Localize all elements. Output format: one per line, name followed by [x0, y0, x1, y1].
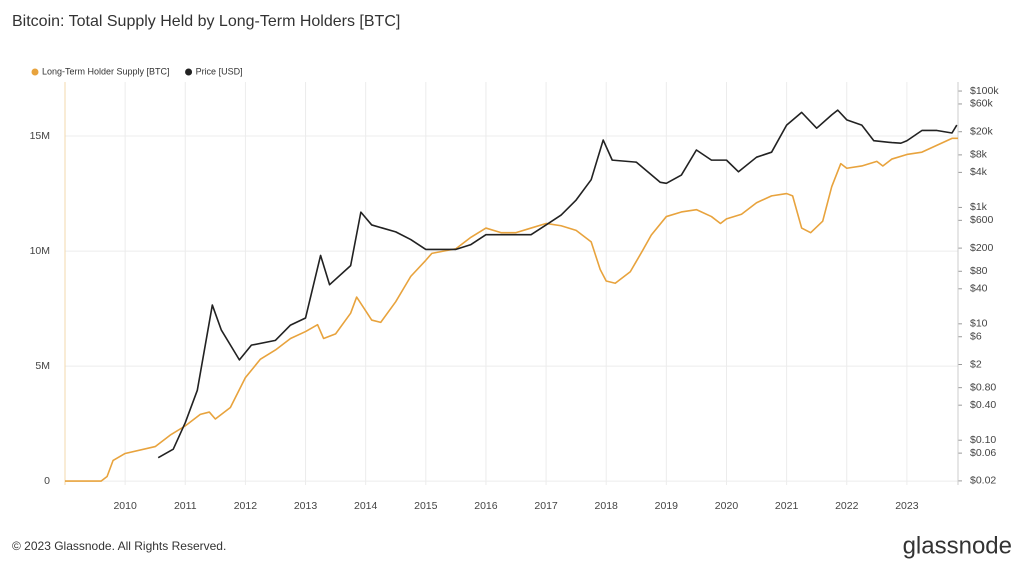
y2-tick-label: $40 [970, 283, 988, 295]
y2-tick-label: $8k [970, 149, 988, 161]
y2-tick-label: $6 [970, 331, 982, 343]
y2-tick-label: $60k [970, 98, 994, 110]
y2-tick-label: $0.80 [970, 381, 996, 393]
series-line [157, 109, 958, 459]
x-tick-label: 2011 [174, 500, 197, 512]
chart-title: Bitcoin: Total Supply Held by Long-Term … [12, 13, 400, 30]
x-tick-label: 2013 [294, 500, 318, 512]
y2-tick-label: $80 [970, 265, 988, 277]
y2-tick-label: $100k [970, 85, 999, 97]
x-tick-label: 2022 [835, 500, 859, 512]
x-tick-label: 2018 [595, 500, 619, 512]
x-tick-label: 2019 [655, 500, 679, 512]
legend-label: Long-Term Holder Supply [BTC] [42, 66, 170, 76]
brand-logo: glassnode [903, 532, 1012, 559]
y2-tick-label: $0.06 [970, 447, 996, 459]
y2-tick-label: $20k [970, 125, 994, 137]
y2-tick-label: $4k [970, 166, 988, 178]
series-line [65, 137, 958, 482]
x-tick-label: 2010 [113, 500, 137, 512]
y-tick-label: 10M [30, 245, 50, 257]
y-tick-label: 15M [30, 130, 50, 142]
y2-tick-label: $2 [970, 358, 982, 370]
y2-tick-label: $0.10 [970, 434, 996, 446]
x-tick-label: 2015 [414, 500, 438, 512]
x-tick-label: 2023 [895, 500, 919, 512]
y2-tick-label: $0.40 [970, 399, 996, 411]
x-tick-label: 2016 [474, 500, 498, 512]
x-tick-label: 2017 [534, 500, 558, 512]
x-tick-label: 2012 [234, 500, 258, 512]
x-tick-label: 2014 [354, 500, 378, 512]
legend-marker [31, 68, 39, 76]
y2-tick-label: $0.02 [970, 475, 996, 487]
x-tick-label: 2021 [775, 500, 799, 512]
legend-label: Price [USD] [196, 66, 243, 76]
x-tick-label: 2020 [715, 500, 739, 512]
y2-tick-label: $10 [970, 318, 988, 330]
y2-tick-label: $200 [970, 242, 994, 254]
y-tick-label: 5M [35, 360, 50, 372]
y2-tick-label: $600 [970, 214, 994, 226]
legend-marker [185, 68, 193, 76]
y2-tick-label: $1k [970, 201, 988, 213]
y-tick-label: 0 [44, 475, 50, 487]
copyright: © 2023 Glassnode. All Rights Reserved. [12, 539, 226, 553]
